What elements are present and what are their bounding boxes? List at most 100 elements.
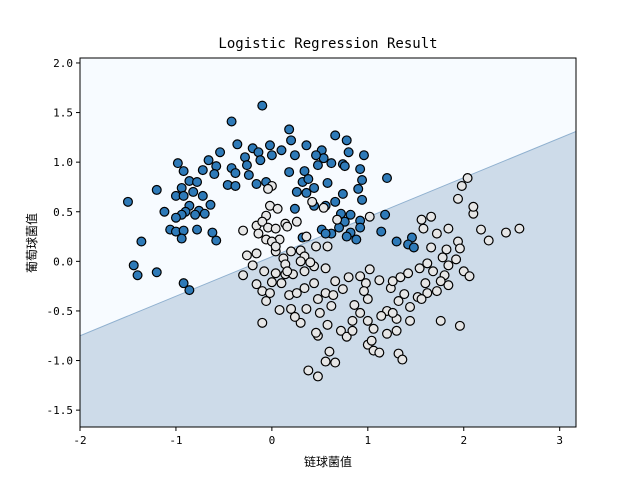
data-point-class-1 — [347, 325, 358, 336]
data-point-class-0 — [343, 147, 354, 158]
data-point-class-0 — [178, 278, 189, 289]
data-point-class-1 — [405, 301, 416, 312]
data-point-class-1 — [332, 214, 343, 225]
data-point-class-1 — [291, 288, 302, 299]
data-point-class-0 — [408, 242, 419, 253]
data-point-class-0 — [353, 183, 364, 194]
data-point-class-0 — [178, 166, 189, 177]
data-point-class-0 — [391, 236, 402, 247]
data-point-class-0 — [192, 224, 203, 235]
data-point-class-0 — [301, 140, 312, 151]
data-point-class-0 — [326, 158, 337, 169]
data-point-class-0 — [312, 160, 323, 171]
data-point-class-0 — [286, 135, 297, 146]
data-point-class-0 — [172, 158, 183, 169]
data-point-class-1 — [301, 231, 312, 242]
data-point-class-1 — [347, 315, 358, 326]
y-tick-label: -0.5 — [47, 305, 74, 318]
x-tick-label: -2 — [73, 434, 86, 447]
data-point-class-1 — [241, 250, 252, 261]
data-point-class-1 — [364, 264, 375, 275]
data-point-class-0 — [205, 199, 216, 210]
data-point-class-0 — [243, 170, 254, 181]
data-point-class-0 — [355, 164, 366, 175]
data-point-class-0 — [241, 160, 252, 171]
data-point-class-1 — [451, 254, 462, 265]
data-point-class-0 — [355, 222, 366, 233]
data-point-class-1 — [343, 272, 354, 283]
data-point-class-1 — [362, 294, 373, 305]
data-point-class-1 — [405, 315, 416, 326]
data-point-class-0 — [211, 235, 222, 246]
data-point-class-0 — [176, 233, 187, 244]
data-point-class-0 — [203, 155, 214, 166]
data-point-class-0 — [284, 167, 295, 178]
data-point-class-0 — [192, 176, 203, 187]
data-point-class-1 — [387, 307, 398, 318]
data-point-class-0 — [284, 124, 295, 135]
data-point-class-1 — [257, 317, 268, 328]
data-point-class-1 — [238, 270, 249, 281]
data-point-class-1 — [418, 223, 429, 234]
data-point-class-0 — [230, 168, 241, 179]
data-point-class-0 — [341, 135, 352, 146]
data-point-class-1 — [435, 276, 446, 287]
data-point-class-1 — [382, 328, 393, 339]
data-point-class-0 — [276, 145, 287, 156]
data-point-class-1 — [264, 288, 275, 299]
data-point-class-1 — [257, 216, 268, 227]
data-point-class-0 — [303, 174, 314, 185]
data-point-class-1 — [374, 275, 385, 286]
y-tick-label: -1.0 — [47, 355, 74, 368]
data-point-class-1 — [251, 248, 262, 259]
data-point-class-1 — [270, 223, 281, 234]
data-point-class-0 — [232, 139, 243, 150]
y-axis-label: 葡萄球菌值 — [24, 213, 39, 273]
data-point-class-0 — [337, 188, 348, 199]
data-point-class-0 — [339, 161, 350, 172]
region-class-1 — [80, 131, 576, 427]
data-point-class-1 — [261, 296, 272, 307]
data-point-class-1 — [358, 286, 369, 297]
x-tick-label: 2 — [460, 434, 467, 447]
data-point-class-0 — [132, 270, 143, 281]
data-point-class-1 — [259, 266, 270, 277]
data-point-class-1 — [299, 283, 310, 294]
data-point-class-0 — [197, 190, 208, 201]
data-point-class-1 — [355, 271, 366, 282]
data-point-class-1 — [295, 256, 306, 267]
data-point-class-1 — [247, 260, 258, 271]
data-point-class-1 — [311, 327, 322, 338]
data-point-class-1 — [435, 315, 446, 326]
data-point-class-0 — [289, 150, 300, 161]
data-point-class-1 — [322, 241, 333, 252]
data-point-class-1 — [437, 252, 448, 263]
data-point-class-1 — [335, 325, 346, 336]
data-point-class-0 — [289, 203, 300, 214]
x-axis-label: 链球菌值 — [304, 454, 352, 469]
y-tick-label: 1.0 — [53, 156, 73, 169]
data-point-class-1 — [500, 227, 511, 238]
data-point-class-1 — [431, 286, 442, 297]
data-point-class-1 — [422, 258, 433, 269]
data-point-class-1 — [514, 223, 525, 234]
data-point-class-1 — [349, 299, 360, 310]
data-point-class-0 — [351, 234, 362, 245]
data-point-class-0 — [188, 186, 199, 197]
data-point-class-1 — [443, 223, 454, 234]
data-point-class-0 — [122, 196, 133, 207]
x-tick-label: 3 — [556, 434, 563, 447]
data-point-class-1 — [476, 224, 487, 235]
data-point-class-1 — [286, 303, 297, 314]
chart-title: Logistic Regression Result — [218, 36, 437, 52]
data-point-class-0 — [197, 165, 208, 176]
y-tick-label: 0.0 — [53, 255, 73, 268]
data-point-class-1 — [320, 263, 331, 274]
data-point-class-0 — [178, 190, 189, 201]
data-point-class-1 — [276, 278, 287, 289]
data-point-class-1 — [403, 268, 414, 279]
data-point-class-1 — [291, 216, 302, 227]
plot-area — [80, 58, 576, 427]
data-point-class-1 — [238, 225, 249, 236]
